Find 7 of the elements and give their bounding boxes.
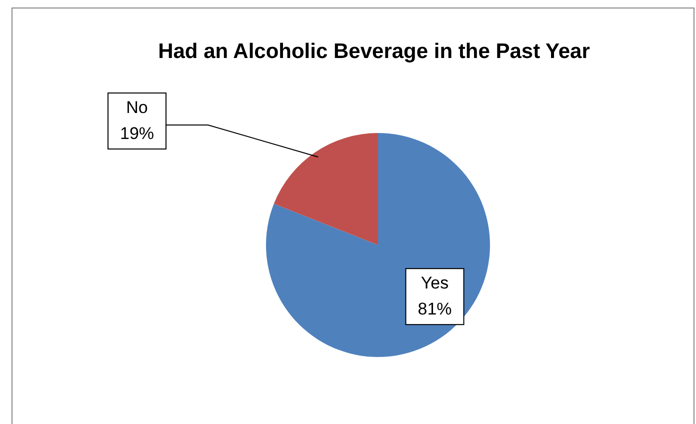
pie-slice bbox=[266, 133, 490, 357]
slice-label: No bbox=[126, 98, 148, 117]
pie-slice bbox=[274, 133, 378, 245]
slice-label: Yes bbox=[420, 274, 449, 293]
data-label: 81% bbox=[418, 300, 452, 319]
chart-title: Had an Alcoholic Beverage in the Past Year bbox=[158, 40, 590, 63]
data-label: 19% bbox=[120, 124, 154, 143]
